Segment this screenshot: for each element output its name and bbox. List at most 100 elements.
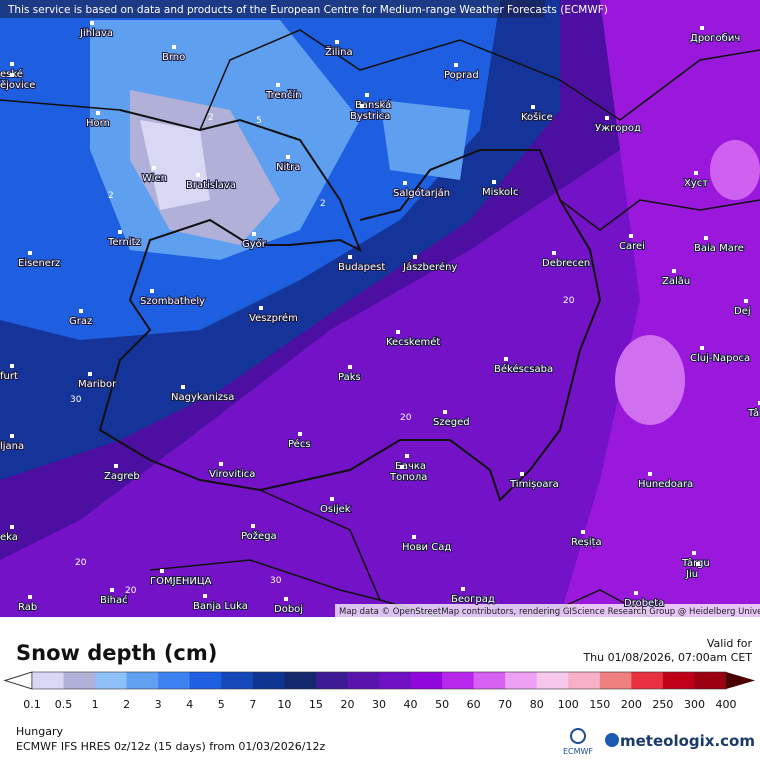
colorbar-segment — [347, 672, 380, 689]
city-dot — [520, 472, 524, 476]
colorbar-label: 10 — [277, 698, 291, 711]
city-dot — [150, 289, 154, 293]
colorbar-segment — [599, 672, 632, 689]
colorbar-segment — [410, 672, 443, 689]
city-dot — [700, 26, 704, 30]
valid-label: Valid for — [707, 637, 753, 650]
city-label: Debrecen — [542, 258, 590, 269]
city-label: ГОМЈЕНИЦА — [150, 576, 212, 587]
city-dot — [276, 83, 280, 87]
colorbar-label: 40 — [404, 698, 418, 711]
city-label: Košice — [521, 111, 553, 123]
city-label: Bratislava — [186, 180, 236, 191]
city-dot — [758, 401, 760, 405]
colorbar-frame — [31, 671, 727, 690]
city-label: Топола — [389, 472, 427, 483]
city-label: Salgótarján — [393, 187, 450, 199]
city-label: Wien — [142, 173, 167, 184]
colorbar-segment — [662, 672, 695, 689]
city-dot — [79, 309, 83, 313]
city-label: Trenčín — [265, 89, 302, 101]
colorbar-label: 2 — [123, 698, 130, 711]
city-label: Žilina — [325, 45, 353, 58]
city-label: eka — [0, 532, 18, 543]
city-label: Kecskemét — [386, 336, 440, 348]
city-label: Szeged — [433, 417, 470, 428]
city-label: Banja Luka — [193, 601, 248, 612]
contour-label: 20 — [125, 586, 137, 596]
city-label: Jihlava — [79, 28, 113, 39]
region: Hungary — [16, 725, 63, 738]
colorbar-label: 0.1 — [23, 698, 41, 711]
city-label: Dej — [734, 306, 751, 317]
city-label: Дрогобич — [690, 33, 740, 44]
colorbar-label: 250 — [652, 698, 673, 711]
notice: This service is based on data and produc… — [7, 4, 608, 16]
city-dot — [251, 524, 255, 528]
city-dot — [461, 587, 465, 591]
city-label: Rab — [18, 602, 37, 613]
city-label: Bihać — [100, 594, 128, 606]
city-dot — [413, 255, 417, 259]
city-dot — [704, 236, 708, 240]
city-label: furt — [0, 371, 18, 382]
city-label: Carei — [619, 241, 645, 252]
colorbar-label: 20 — [340, 698, 354, 711]
city-label: Zalău — [662, 276, 690, 287]
brand[interactable]: meteologix.com — [620, 732, 755, 750]
city-label: Požega — [241, 530, 277, 542]
contour-label: 2 — [108, 191, 114, 201]
city-dot — [412, 535, 416, 539]
city-label: Târgu — [681, 557, 710, 569]
colorbar-label: 7 — [249, 698, 256, 711]
city-label: Ужгород — [595, 123, 641, 134]
city-label: Tâ — [747, 407, 759, 419]
colorbar-segment — [252, 672, 285, 689]
colorbar-label: 150 — [589, 698, 610, 711]
colorbar-segment — [284, 672, 317, 689]
city-dot — [96, 111, 100, 115]
contour-label: 20 — [400, 413, 412, 423]
city-label: Graz — [69, 316, 92, 327]
city-dot — [88, 372, 92, 376]
city-label: Jiu — [685, 569, 698, 580]
colorbar-label: 3 — [155, 698, 162, 711]
city-dot — [605, 116, 609, 120]
city-dot — [28, 251, 32, 255]
city-dot — [348, 365, 352, 369]
city-label: Cluj-Napoca — [690, 353, 750, 364]
city-label: Nagykanizsa — [171, 392, 234, 403]
city-label: Hunedoara — [638, 479, 693, 490]
city-dot — [360, 104, 364, 108]
city-dot — [692, 551, 696, 555]
colorbar-segment — [315, 672, 348, 689]
city-label: ějovice — [0, 79, 35, 91]
city-dot — [492, 180, 496, 184]
city-dot — [552, 251, 556, 255]
city-dot — [454, 63, 458, 67]
city-dot — [443, 410, 447, 414]
city-label: Doboj — [274, 604, 303, 615]
city-label: Szombathely — [140, 296, 205, 307]
colorbar-segment — [63, 672, 96, 689]
contour-label: 30 — [70, 395, 82, 405]
city-dot — [672, 269, 676, 273]
colorbar-segment — [189, 672, 222, 689]
colorbar-label: 80 — [530, 698, 544, 711]
city-label: Drobeta — [624, 598, 664, 609]
city-label: Нови Сад — [402, 542, 451, 553]
city-dot — [400, 465, 404, 469]
city-label: Virovitica — [209, 469, 255, 480]
city-dot — [629, 234, 633, 238]
city-label: Horn — [86, 118, 110, 129]
colorbar-segment — [221, 672, 254, 689]
city-label: Ternitz — [107, 237, 141, 248]
colorbar-segment — [631, 672, 664, 689]
city-label: ljana — [0, 441, 24, 452]
city-dot — [330, 497, 334, 501]
colorbar-label: 5 — [218, 698, 225, 711]
city-dot — [28, 595, 32, 599]
city-label: Brno — [162, 52, 185, 63]
city-label: Bystrica — [350, 111, 390, 122]
